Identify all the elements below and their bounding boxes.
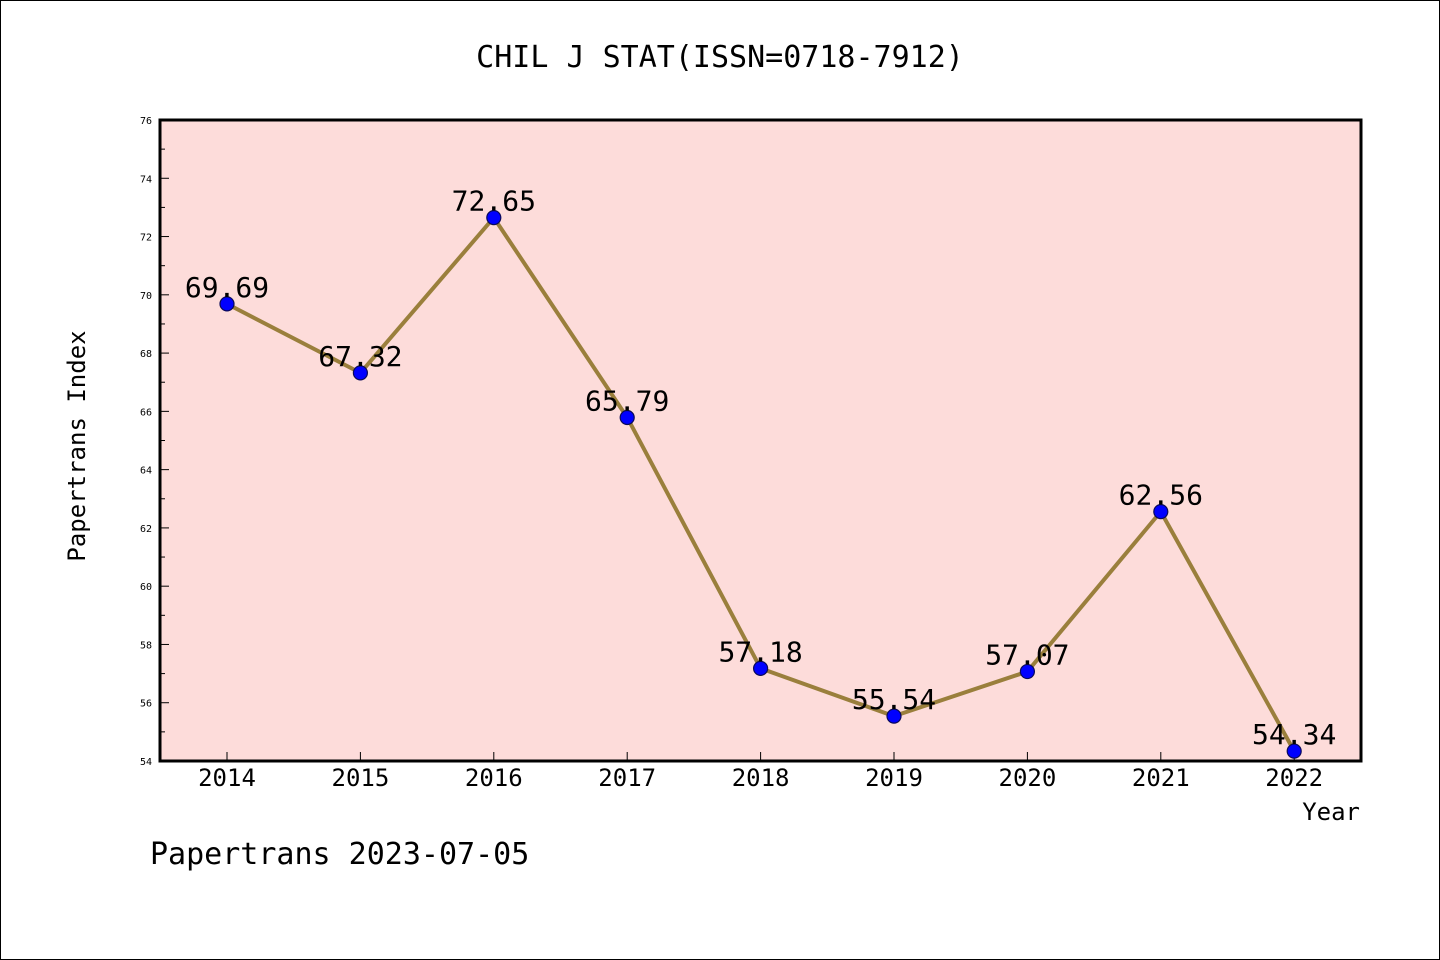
plot-border: [158, 118, 1363, 763]
x-tick-label: 2021: [1132, 764, 1190, 792]
x-axis-label: Year: [1302, 798, 1360, 826]
data-points: [219, 210, 1302, 759]
data-point: [1019, 663, 1036, 680]
y-tick-label: 62: [140, 524, 152, 535]
plot-area: [160, 120, 1361, 761]
x-tick-label: 2014: [198, 764, 256, 792]
data-label: 54.34: [1252, 718, 1336, 751]
data-point: [1153, 503, 1169, 520]
x-tick-label: 2015: [332, 764, 390, 792]
data-labels: 69.69 67.32 72.65 65.79 57.18 55.54 57.07 62.56…: [185, 185, 1336, 751]
data-point: [352, 365, 368, 381]
data-label: 65.79: [585, 384, 669, 417]
data-label: 57.18: [718, 635, 802, 668]
chart-title: CHIL J STAT(ISSN=0718-7912): [476, 40, 964, 75]
x-tick-label: 2018: [732, 764, 790, 792]
data-point: [219, 296, 235, 312]
y-tick-label: 54: [140, 757, 152, 768]
y-tick-label: 56: [140, 699, 152, 710]
data-label: 57.07: [985, 639, 1069, 672]
data-point: [619, 409, 635, 426]
data-label: 72.65: [452, 185, 536, 218]
x-tick-label: 2020: [999, 764, 1057, 792]
y-tick-label: 58: [140, 640, 152, 651]
y-tick-label: 64: [140, 466, 152, 477]
data-point: [1286, 743, 1302, 759]
y-tick-label: 68: [140, 349, 152, 360]
data-label: 67.32: [318, 340, 402, 373]
data-label: 55.54: [852, 683, 936, 716]
data-point: [752, 660, 769, 676]
x-tick-label: 2022: [1265, 764, 1323, 792]
data-point: [886, 708, 902, 724]
y-tick-label: 74: [140, 174, 152, 185]
footer-text: Papertrans 2023-07-05: [150, 837, 529, 872]
y-axis-label: Papertrans Index: [63, 330, 91, 561]
data-point: [486, 210, 502, 226]
x-tick-label: 2016: [465, 764, 523, 792]
y-tick-label: 72: [140, 233, 152, 244]
x-tick-label: 2019: [865, 764, 923, 792]
x-tick-label: 2017: [598, 764, 656, 792]
y-tick-label: 70: [140, 291, 152, 302]
x-axis-ticks: 2014 2015 2016 2017 2018 2019 2020 2021 2022: [198, 752, 1323, 792]
data-label: 62.56: [1119, 479, 1203, 512]
y-tick-label: 76: [140, 116, 152, 127]
data-label: 69.69: [185, 271, 269, 304]
y-tick-label: 60: [140, 582, 152, 593]
y-tick-label: 66: [140, 407, 152, 418]
